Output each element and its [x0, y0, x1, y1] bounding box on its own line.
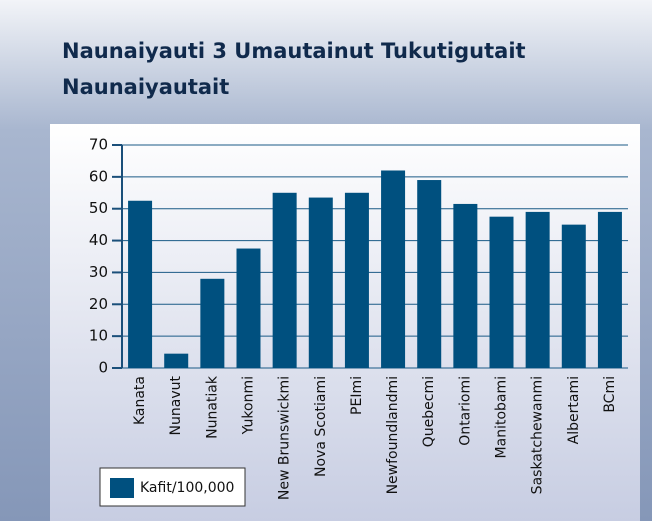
x-tick-label: PEImi	[349, 376, 365, 415]
x-tick-label: Nunatiak	[204, 375, 220, 439]
x-tick-label: Kanata	[132, 376, 148, 425]
x-tick-label: Albertami	[566, 376, 582, 444]
chart-title: Naunaiyautait	[62, 75, 229, 99]
bar	[236, 248, 261, 368]
bar	[164, 353, 189, 368]
x-tick-label: New Brunswickmi	[277, 376, 293, 500]
chart-title: Naunaiyauti 3 Umautainut Tukutigutait	[62, 39, 526, 63]
bar	[417, 180, 442, 368]
x-tick-label: Manitobami	[494, 376, 510, 458]
bar	[344, 192, 369, 368]
x-tick-label: BCmi	[602, 376, 618, 413]
y-tick-label: 50	[89, 199, 108, 217]
y-tick-label: 0	[98, 359, 108, 377]
x-tick-label: Newfoundlandmi	[385, 376, 401, 494]
bar	[381, 170, 406, 368]
x-tick-label: Nova Scotiami	[313, 376, 329, 477]
y-tick-label: 60	[89, 167, 108, 185]
bar	[561, 224, 586, 368]
y-tick-label: 10	[89, 327, 108, 345]
x-tick-label: Saskatchewanmi	[530, 376, 546, 494]
y-tick-label: 40	[89, 231, 108, 249]
bar	[525, 211, 550, 368]
bar	[453, 203, 478, 368]
y-tick-label: 30	[89, 263, 108, 281]
legend-swatch	[110, 478, 134, 498]
x-tick-label: Quebecmi	[421, 376, 437, 447]
x-tick-label: Nunavut	[168, 375, 184, 435]
x-tick-label: Yukonmi	[241, 376, 257, 435]
x-tick-label: Ontariomi	[457, 376, 473, 446]
bar	[308, 197, 333, 368]
bar	[597, 211, 622, 368]
bar	[272, 192, 297, 368]
legend-label: Kafit/100,000	[140, 480, 234, 496]
bar	[200, 278, 225, 368]
bar	[489, 216, 514, 368]
y-tick-label: 70	[89, 136, 108, 154]
y-tick-label: 20	[89, 295, 108, 313]
bar	[128, 200, 153, 368]
